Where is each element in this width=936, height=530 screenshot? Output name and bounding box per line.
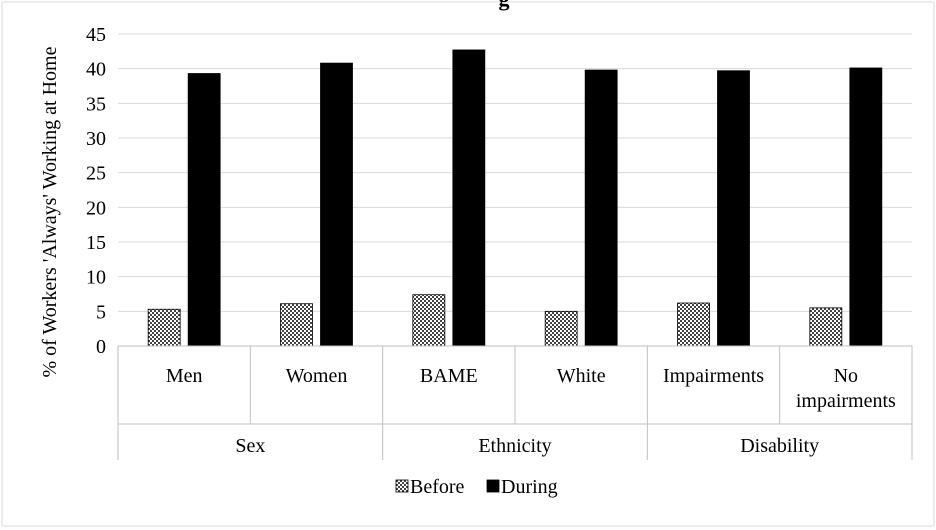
legend: Before During: [395, 476, 558, 498]
category-label: Women: [286, 365, 348, 387]
y-tick-label: 40: [86, 59, 106, 81]
bar-before-impairments: [677, 302, 710, 347]
y-tick-label: 10: [86, 267, 106, 289]
y-tick-label: 5: [96, 301, 106, 323]
legend-swatch-before: [395, 479, 409, 493]
bar-during-no-impairments: [849, 67, 883, 347]
y-tick-label: 25: [86, 163, 106, 185]
legend-swatch-during: [486, 479, 500, 493]
bar-before-no-impairments: [809, 307, 843, 347]
category-label: White: [557, 365, 606, 387]
y-tick-label: 15: [86, 232, 106, 254]
bar-during-bame: [452, 49, 486, 347]
y-tick-label: 0: [96, 336, 106, 358]
axes: [117, 345, 913, 460]
y-tick-label: 30: [86, 128, 106, 150]
bar-before-women: [280, 303, 313, 347]
category-label: Impairments: [663, 365, 764, 387]
group-label: Sex: [235, 435, 265, 457]
bar-during-women: [320, 62, 353, 347]
group-label: Ethnicity: [478, 435, 551, 457]
bars: [147, 49, 883, 347]
bar-before-men: [147, 308, 181, 347]
gridlines: [118, 33, 912, 312]
y-tick-label: 35: [86, 93, 106, 115]
bar-during-white: [584, 69, 618, 347]
category-label: Men: [166, 365, 203, 387]
legend-label-during: During: [501, 476, 558, 498]
y-tick-label: 20: [86, 197, 106, 219]
bar-during-impairments: [717, 70, 750, 347]
category-label: BAME: [420, 365, 478, 387]
group-label: Disability: [740, 435, 819, 457]
legend-label-before: Before: [410, 476, 465, 498]
bar-before-bame: [412, 294, 446, 347]
y-axis-title: % of Workers 'Always' Working at Home: [39, 46, 61, 377]
bar-during-men: [187, 73, 221, 347]
chart-title-fragment: g: [499, 0, 510, 11]
axis-labels: 0 5 10 15 20 25 30 35 40 45 Men Women BAME White Impai…: [86, 24, 896, 457]
bar-before-white: [544, 310, 578, 347]
y-tick-label: 45: [86, 24, 106, 46]
category-label: No impairments: [796, 365, 896, 412]
